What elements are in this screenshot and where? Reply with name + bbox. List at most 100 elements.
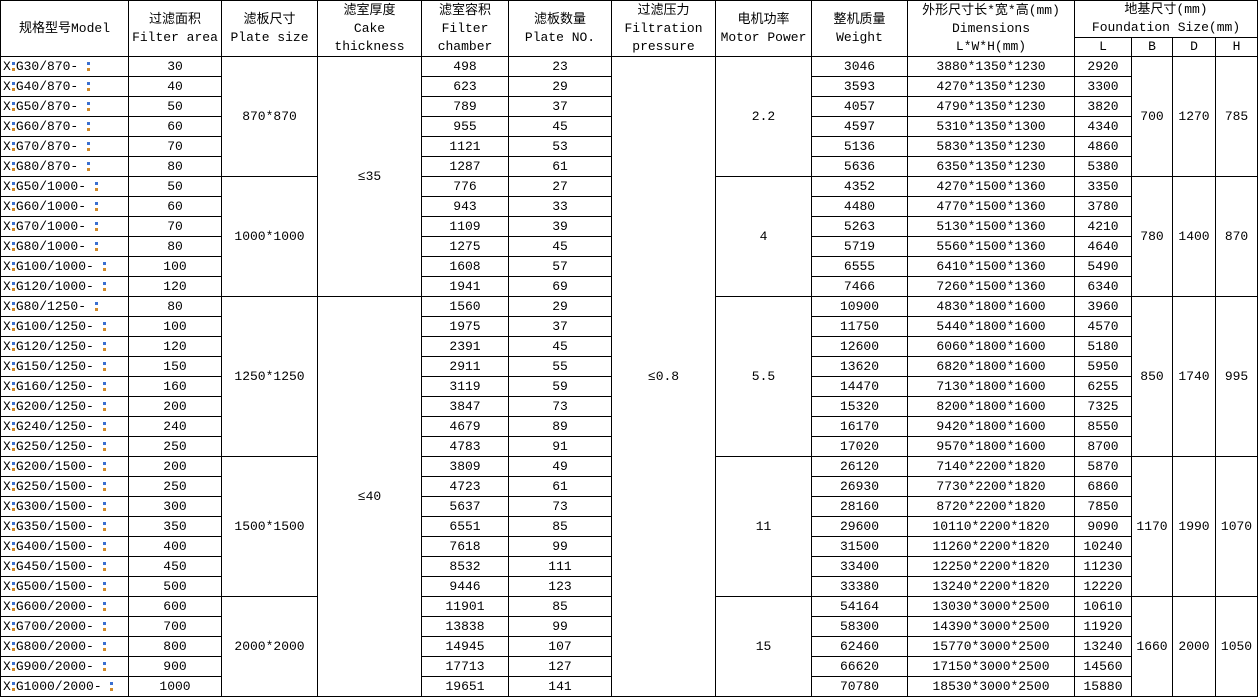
weight-cell: 54164 bbox=[811, 596, 908, 617]
glyph-marker-icon bbox=[11, 661, 16, 673]
model-cell: X G500/1500- bbox=[0, 576, 129, 597]
weight-cell: 31500 bbox=[811, 536, 908, 557]
plate-no-cell: 61 bbox=[508, 156, 612, 177]
foundation-d-cell: 1990 bbox=[1172, 456, 1216, 597]
cake-thickness-cell: ≤40 bbox=[317, 296, 422, 697]
filter-area-cell: 350 bbox=[128, 516, 222, 537]
weight-cell: 14470 bbox=[811, 376, 908, 397]
foundation-l-cell: 3350 bbox=[1074, 176, 1132, 197]
filter-chamber-cell: 3809 bbox=[421, 456, 509, 477]
glyph-marker-icon bbox=[11, 401, 16, 413]
plate-no-cell: 27 bbox=[508, 176, 612, 197]
weight-cell: 6555 bbox=[811, 256, 908, 277]
foundation-l-cell: 12220 bbox=[1074, 576, 1132, 597]
filter-area-cell: 80 bbox=[128, 236, 222, 257]
model-cell: X G700/2000- bbox=[0, 616, 129, 637]
filter-area-cell: 120 bbox=[128, 336, 222, 357]
filter-chamber-cell: 13838 bbox=[421, 616, 509, 637]
filter-chamber-cell: 3847 bbox=[421, 396, 509, 417]
model-cell: X G50/870- bbox=[0, 96, 129, 117]
glyph-marker-icon bbox=[102, 381, 107, 393]
foundation-b-cell: 1170 bbox=[1131, 456, 1173, 597]
foundation-b-cell: 1660 bbox=[1131, 596, 1173, 697]
foundation-l-cell: 3960 bbox=[1074, 296, 1132, 317]
foundation-l-cell: 10240 bbox=[1074, 536, 1132, 557]
filter-area-cell: 900 bbox=[128, 656, 222, 677]
glyph-marker-icon bbox=[11, 681, 16, 693]
glyph-marker-icon bbox=[11, 81, 16, 93]
filter-area-cell: 500 bbox=[128, 576, 222, 597]
dimensions-cell: 4790*1350*1230 bbox=[907, 96, 1075, 117]
filter-chamber-cell: 776 bbox=[421, 176, 509, 197]
table-row: X G120/1000- 120 1941 69 7466 7260*1500*1360 6… bbox=[0, 276, 1258, 297]
table-row: X G80/1250- 80 1250*1250 ≤40 1560 29 5.5 10900 4… bbox=[0, 296, 1258, 697]
plate-no-cell: 37 bbox=[508, 316, 612, 337]
glyph-marker-icon bbox=[11, 141, 16, 153]
table-row: X G700/2000- 700 13838 99 58300 14390*3000*25… bbox=[0, 616, 1258, 637]
model-cell: X G1000/2000- bbox=[0, 676, 129, 697]
table-row: X G100/1000- 100 1608 57 6555 6410*1500*1360 5… bbox=[0, 256, 1258, 277]
plate-no-cell: 123 bbox=[508, 576, 612, 597]
filter-area-cell: 450 bbox=[128, 556, 222, 577]
dimensions-cell: 5830*1350*1230 bbox=[907, 136, 1075, 157]
foundation-b-cell: 780 bbox=[1131, 176, 1173, 297]
header-cake-thickness: 滤室厚度 Cake thickness bbox=[317, 0, 422, 57]
filter-chamber-cell: 2391 bbox=[421, 336, 509, 357]
filter-area-cell: 70 bbox=[128, 136, 222, 157]
filter-chamber-cell: 1975 bbox=[421, 316, 509, 337]
model-cell: X G100/1000- bbox=[0, 256, 129, 277]
motor-power-cell: 15 bbox=[715, 596, 812, 697]
filter-area-cell: 300 bbox=[128, 496, 222, 517]
plate-no-cell: 57 bbox=[508, 256, 612, 277]
filter-chamber-cell: 1941 bbox=[421, 276, 509, 297]
filter-area-cell: 80 bbox=[128, 296, 222, 317]
weight-cell: 62460 bbox=[811, 636, 908, 657]
model-cell: X G600/2000- bbox=[0, 596, 129, 617]
weight-cell: 4352 bbox=[811, 176, 908, 197]
dimensions-cell: 15770*3000*2500 bbox=[907, 636, 1075, 657]
foundation-l-cell: 11920 bbox=[1074, 616, 1132, 637]
plate-no-cell: 127 bbox=[508, 656, 612, 677]
dimensions-cell: 10110*2200*1820 bbox=[907, 516, 1075, 537]
filter-chamber-cell: 17713 bbox=[421, 656, 509, 677]
glyph-marker-icon bbox=[102, 481, 107, 493]
model-cell: X G400/1500- bbox=[0, 536, 129, 557]
glyph-marker-icon bbox=[86, 81, 91, 93]
filter-area-cell: 80 bbox=[128, 156, 222, 177]
model-cell: X G80/870- bbox=[0, 156, 129, 177]
glyph-marker-icon bbox=[11, 441, 16, 453]
dimensions-cell: 4770*1500*1360 bbox=[907, 196, 1075, 217]
dimensions-cell: 7260*1500*1360 bbox=[907, 276, 1075, 297]
weight-cell: 4057 bbox=[811, 96, 908, 117]
weight-cell: 4480 bbox=[811, 196, 908, 217]
foundation-l-cell: 5490 bbox=[1074, 256, 1132, 277]
filter-area-cell: 200 bbox=[128, 396, 222, 417]
glyph-marker-icon bbox=[11, 281, 16, 293]
model-cell: X G60/870- bbox=[0, 116, 129, 137]
header-dimensions: 外形尺寸长*宽*高(mm) Dimensions L*W*H(mm) bbox=[907, 0, 1075, 57]
plate-no-cell: 53 bbox=[508, 136, 612, 157]
weight-cell: 5719 bbox=[811, 236, 908, 257]
foundation-l-cell: 4340 bbox=[1074, 116, 1132, 137]
glyph-marker-icon bbox=[102, 261, 107, 273]
plate-no-cell: 73 bbox=[508, 496, 612, 517]
header-plate-size: 滤板尺寸 Plate size bbox=[221, 0, 318, 57]
plate-no-cell: 91 bbox=[508, 436, 612, 457]
filtration-pressure-cell: ≤0.8 bbox=[611, 56, 716, 697]
motor-power-cell: 4 bbox=[715, 176, 812, 297]
foundation-l-cell: 5870 bbox=[1074, 456, 1132, 477]
dimensions-cell: 5440*1800*1600 bbox=[907, 316, 1075, 337]
foundation-d-cell: 1740 bbox=[1172, 296, 1216, 457]
filter-area-cell: 60 bbox=[128, 196, 222, 217]
foundation-l-cell: 4570 bbox=[1074, 316, 1132, 337]
glyph-marker-icon bbox=[11, 341, 16, 353]
glyph-marker-icon bbox=[86, 161, 91, 173]
table-row: X G300/1500- 300 5637 73 28160 8720*2200*1820… bbox=[0, 496, 1258, 517]
filter-chamber-cell: 6551 bbox=[421, 516, 509, 537]
glyph-marker-icon bbox=[102, 421, 107, 433]
glyph-marker-icon bbox=[102, 541, 107, 553]
filter-chamber-cell: 1275 bbox=[421, 236, 509, 257]
plate-no-cell: 85 bbox=[508, 596, 612, 617]
filter-chamber-cell: 789 bbox=[421, 96, 509, 117]
